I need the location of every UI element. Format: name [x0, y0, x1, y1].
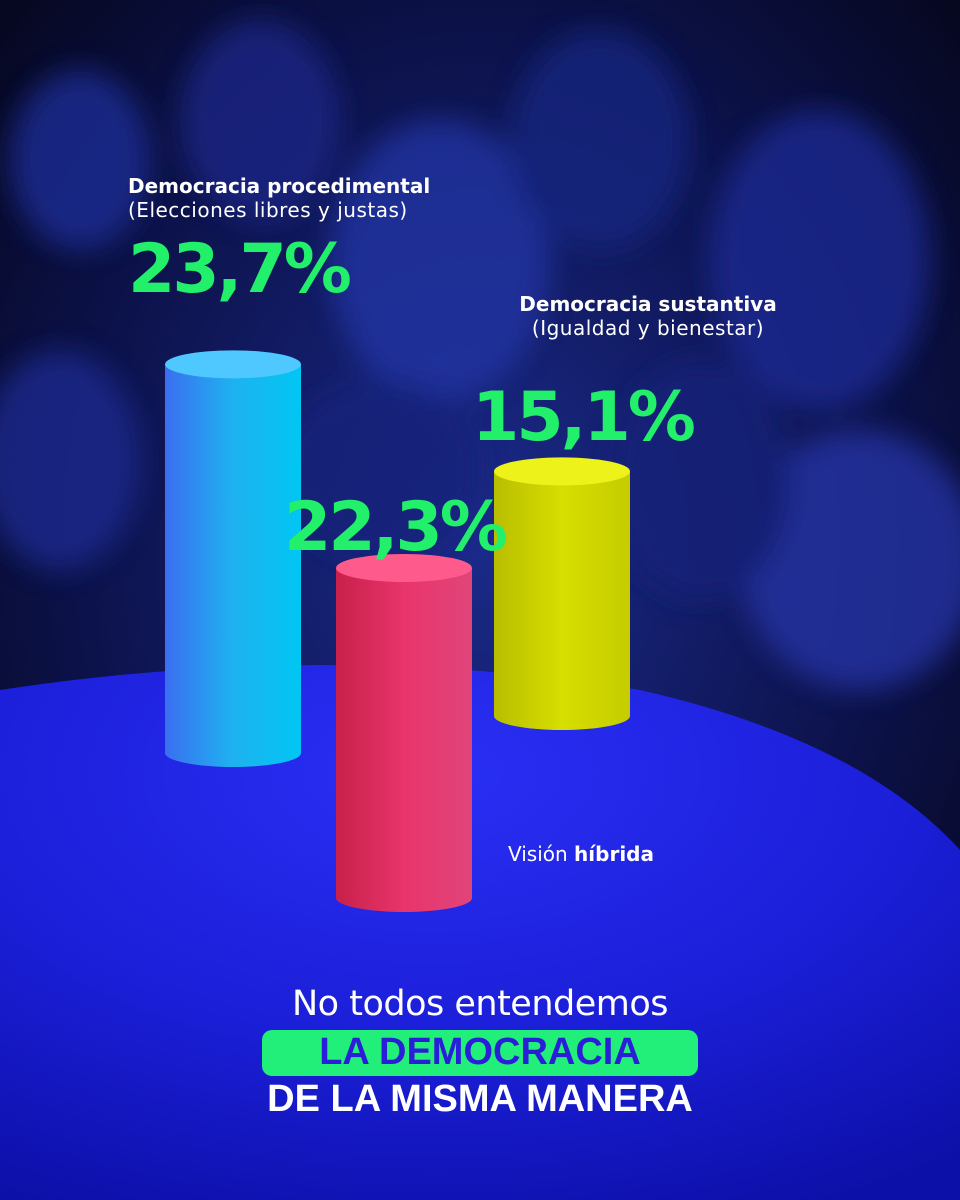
cylinder-body [494, 471, 630, 730]
series-label-hibrida: Visión híbrida [508, 842, 654, 866]
headline-line-1: No todos entendemos [292, 984, 669, 1024]
hybrid-label-prefix: Visión [508, 842, 568, 866]
value-label-sustantiva: 15,1% [472, 378, 696, 457]
value-label-procedimental: 23,7% [128, 230, 352, 309]
headline-line-3: DE LA MISMA MANERA [267, 1078, 693, 1120]
cylinder-top [494, 457, 630, 486]
cylinder-top [165, 350, 301, 379]
cylinder-bar [336, 553, 472, 912]
series-description: (Elecciones libres y justas) [128, 198, 408, 222]
headline-highlight-pill [262, 1030, 698, 1076]
hybrid-label-bold: híbrida [574, 842, 654, 866]
cylinder-body [336, 567, 472, 912]
cylinder-bar [165, 350, 301, 767]
series-label-sustantiva: Democracia sustantiva (Igualdad y bienes… [498, 292, 798, 340]
cylinder-top [336, 553, 472, 582]
series-description: (Igualdad y bienestar) [531, 316, 765, 340]
series-name: Democracia sustantiva [519, 292, 777, 316]
cylinder-body [165, 364, 301, 767]
cylinder-bar [494, 457, 630, 730]
series-label-procedimental: Democracia procedimental (Elecciones lib… [128, 174, 430, 222]
value-label-hibrida: 22,3% [284, 488, 508, 567]
series-name: Democracia procedimental [128, 174, 431, 198]
headline-line-2: LA DEMOCRACIA [319, 1031, 641, 1073]
